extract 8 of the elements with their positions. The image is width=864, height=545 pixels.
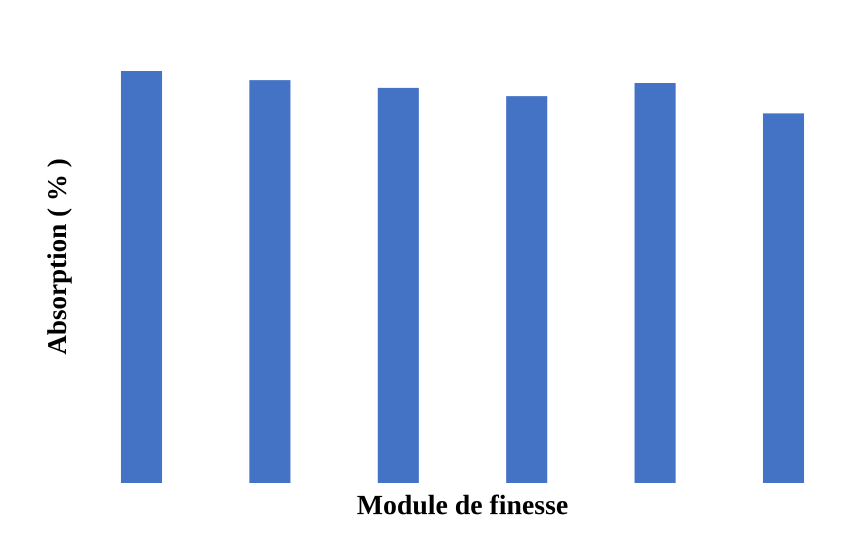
x-axis-title: Module de finesse <box>357 494 568 514</box>
bar <box>762 113 804 483</box>
bar <box>506 96 548 483</box>
bar <box>634 82 676 483</box>
bar <box>249 80 290 483</box>
bar <box>378 88 419 483</box>
y-axis-title: Absorption ( % ) <box>47 160 72 354</box>
bar <box>120 71 162 483</box>
